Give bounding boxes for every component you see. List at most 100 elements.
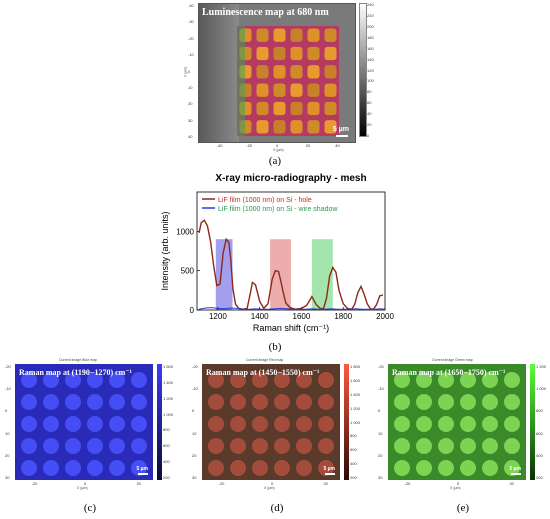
tick-label: 1 400 (163, 379, 174, 385)
tick-label: -40 (216, 143, 223, 148)
tick-label: 220 (367, 12, 374, 18)
map-spot (394, 460, 410, 476)
panel-e-colorbar-ticks: 1 200 1 000 800 600 400 200 (536, 364, 550, 480)
tick-label: -10 (5, 386, 11, 392)
panel-d-x-label: X (µm) (264, 486, 275, 490)
panel-e-colorbar (530, 364, 535, 480)
mesh-hole (256, 65, 269, 79)
tick-label: 1 000 (536, 386, 547, 392)
map-spot (504, 460, 520, 476)
map-spot (252, 438, 268, 454)
tick-label: -20 (31, 481, 38, 486)
map-spot (296, 460, 312, 476)
map-spot (208, 460, 224, 476)
panel-d-label: (d) (270, 502, 284, 514)
map-spot (504, 438, 520, 454)
panel-c-colorbar-ticks: 1 600 1 400 1 200 1 000 800 600 400 200 (163, 364, 177, 480)
panel-c-colorbar (157, 364, 162, 480)
raman-map-green: Raman map at (1650−1750) cm⁻¹ 5 µm (388, 364, 526, 480)
tick-label: 20 (323, 481, 328, 486)
mesh-hole (324, 28, 337, 42)
map-spot (296, 416, 312, 432)
panel-b-label: (b) (268, 341, 282, 353)
map-spot (482, 372, 498, 388)
tick-label: 1 600 (163, 364, 174, 369)
mesh-hole (324, 46, 337, 61)
x-tick-label: 1800 (334, 312, 352, 321)
tick-label: 1 200 (536, 364, 547, 369)
tick-label: 0 (5, 408, 8, 414)
tick-label: 60 (367, 100, 372, 106)
highlight-band (270, 239, 291, 310)
mesh-hole (273, 46, 286, 61)
panel-c-x-label: X (µm) (77, 486, 88, 490)
y-tick-label: 1000 (176, 227, 194, 236)
tick-label: 10 (378, 430, 383, 436)
red-map-dots (208, 372, 334, 476)
map-spot (252, 394, 268, 410)
map-spot (109, 460, 125, 476)
green-map-dots (394, 372, 520, 476)
map-spot (208, 372, 224, 388)
tick-label: 800 (163, 427, 170, 433)
tick-label: 180 (367, 34, 374, 40)
panel-a-y-ticks: -40 -30 -20 -10 0 10 20 30 40 (188, 3, 197, 139)
panel-e-scalebar (511, 473, 521, 475)
map-spot (394, 372, 410, 388)
map-spot (394, 438, 410, 454)
map-spot (208, 438, 224, 454)
panel-a-colorbar (359, 3, 367, 137)
map-spot (43, 416, 59, 432)
tick-label: 30 (378, 475, 383, 480)
tick-label: 20 (305, 143, 311, 148)
panel-a: Luminescence map at 680 nm 5 µm 240 220 20… (183, 0, 378, 155)
map-spot (65, 438, 81, 454)
panel-a-scalebar-label: 5 µm (332, 126, 349, 133)
tick-label: 600 (350, 447, 357, 453)
panel-c-x-ticks: -20 0 20 (15, 481, 153, 486)
map-spot (65, 416, 81, 432)
mesh-hole (324, 101, 337, 116)
map-spot (296, 438, 312, 454)
map-spot (460, 372, 476, 388)
map-spot (416, 438, 432, 454)
map-spot (460, 394, 476, 410)
tick-label: -40 (188, 3, 194, 8)
map-spot (131, 460, 147, 476)
map-spot (87, 460, 103, 476)
map-spot (131, 416, 147, 432)
map-spot (318, 416, 334, 432)
legend-entry: LiF film (1000 nm) on Si - hole (218, 197, 312, 204)
panel-e-title: Raman map at (1650−1750) cm⁻¹ (392, 368, 506, 377)
map-spot (394, 394, 410, 410)
mesh-hole (273, 83, 286, 97)
x-tick-label: 1600 (293, 312, 311, 321)
map-spot (460, 416, 476, 432)
panel-d-scalebar (325, 473, 335, 475)
tick-label: -10 (192, 386, 198, 392)
tick-label: 20 (367, 122, 372, 128)
panel-a-x-label: X (µm) (273, 148, 284, 152)
tick-label: 400 (350, 461, 357, 467)
panel-d-colorbar-ticks: 1 800 1 600 1 400 1 200 1 000 800 600 400 200 (350, 364, 364, 480)
mesh-hole (256, 83, 269, 97)
panel-c-y-ticks: -20 -10 0 10 20 30 (5, 364, 14, 480)
map-spot (318, 460, 334, 476)
map-spot (230, 460, 246, 476)
map-spot (416, 394, 432, 410)
mesh-hole (307, 28, 320, 42)
map-spot (416, 460, 432, 476)
map-spot (504, 394, 520, 410)
tick-label: 0 (192, 408, 195, 414)
tick-label: 400 (536, 452, 543, 458)
map-spot (296, 394, 312, 410)
map-spot (21, 416, 37, 432)
map-spot (43, 438, 59, 454)
tick-label: 800 (350, 433, 357, 439)
tick-label: 40 (335, 143, 340, 148)
tick-label: 20 (192, 452, 197, 458)
raman-map-blue: Raman map at (1190−1270) cm⁻¹ 5 µm (15, 364, 153, 480)
tick-label: 140 (367, 56, 374, 62)
map-spot (109, 394, 125, 410)
panel-d-header: Current image Red map (246, 358, 284, 362)
